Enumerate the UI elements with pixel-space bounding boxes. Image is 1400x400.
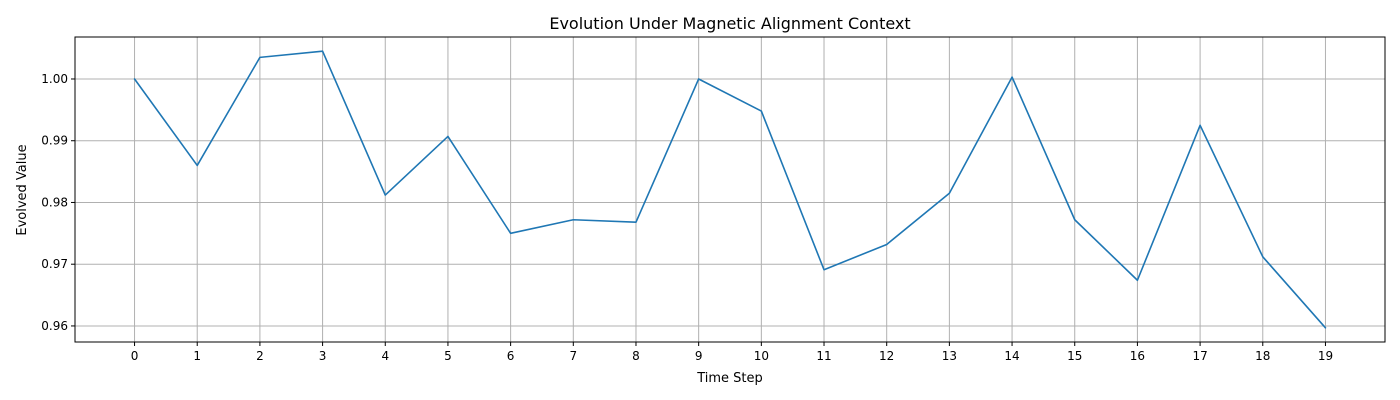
x-axis: 0 1 2 3 4 5 6 7 8 9 10 11 12 13 14 15 16 17 18 19: [131, 342, 1333, 363]
data-point: [1136, 279, 1139, 282]
x-tick-label: 18: [1255, 349, 1270, 363]
data-point: [1073, 218, 1076, 221]
y-axis-label: Evolved Value: [15, 144, 30, 235]
data-point: [697, 77, 700, 80]
series-layer: [133, 50, 1327, 329]
x-tick-label: 2: [256, 349, 264, 363]
y-tick-label: 0.97: [41, 257, 68, 271]
x-tick-label: 9: [695, 349, 703, 363]
x-tick-label: 3: [319, 349, 327, 363]
data-point: [823, 268, 826, 271]
data-point: [321, 50, 324, 53]
x-tick-label: 7: [569, 349, 577, 363]
data-point: [258, 56, 261, 59]
x-tick-label: 4: [381, 349, 389, 363]
data-point: [133, 77, 136, 80]
data-point: [446, 135, 449, 138]
y-axis: 0.96 0.97 0.98 0.99 1.00: [41, 72, 75, 333]
x-tick-label: 15: [1067, 349, 1082, 363]
data-point: [1324, 326, 1327, 329]
series-line: [133, 50, 1327, 329]
x-tick-label: 1: [193, 349, 201, 363]
x-tick-label: 14: [1004, 349, 1019, 363]
x-tick-label: 12: [879, 349, 894, 363]
x-tick-label: 17: [1192, 349, 1207, 363]
x-tick-label: 13: [942, 349, 957, 363]
x-tick-label: 8: [632, 349, 640, 363]
data-point: [196, 164, 199, 167]
x-tick-label: 19: [1318, 349, 1333, 363]
x-tick-label: 11: [816, 349, 831, 363]
x-tick-label: 6: [507, 349, 515, 363]
data-point: [634, 221, 637, 224]
data-point: [1199, 124, 1202, 127]
data-point: [384, 194, 387, 197]
x-tick-label: 16: [1130, 349, 1145, 363]
x-tick-label: 0: [131, 349, 139, 363]
y-tick-label: 0.98: [41, 195, 68, 209]
data-point: [1011, 76, 1014, 79]
plot-area-frame: [74, 36, 1386, 343]
data-point: [948, 192, 951, 195]
data-point: [509, 232, 512, 235]
y-tick-label: 0.96: [41, 319, 68, 333]
x-tick-label: 10: [754, 349, 769, 363]
y-tick-label: 0.99: [41, 134, 68, 148]
y-tick-label: 1.00: [41, 72, 68, 86]
data-point: [1261, 255, 1264, 258]
data-point: [572, 218, 575, 221]
x-tick-label: 5: [444, 349, 452, 363]
data-point: [885, 243, 888, 246]
data-point: [760, 110, 763, 113]
x-axis-label: Time Step: [696, 371, 763, 386]
grid: [75, 37, 1385, 342]
chart-title: Evolution Under Magnetic Alignment Conte…: [549, 14, 910, 33]
